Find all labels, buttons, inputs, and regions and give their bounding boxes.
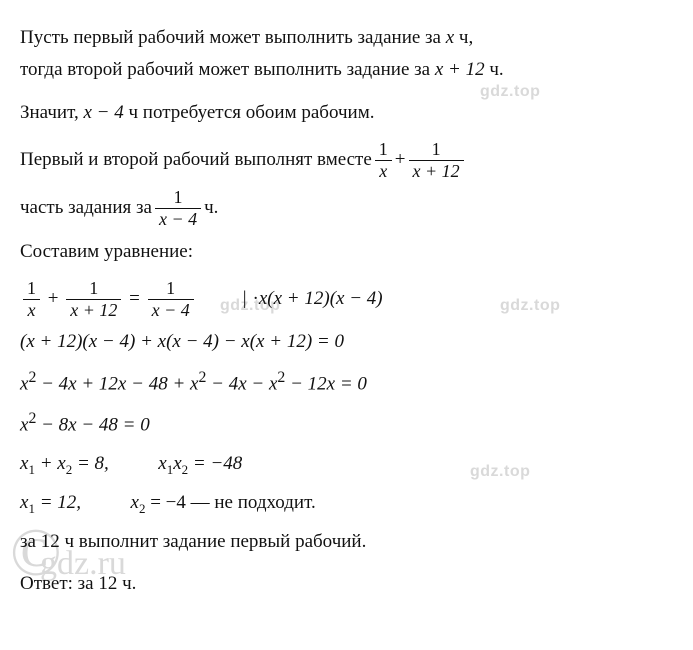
fraction: 1 x − 4 [148, 278, 194, 320]
paragraph-1: Пусть первый рабочий может выполнить зад… [20, 22, 673, 87]
answer: Ответ: за 12 ч. [20, 568, 673, 600]
x1: x [158, 453, 166, 474]
text: ч, [454, 27, 473, 48]
equals-neg48: = −48 [188, 453, 242, 474]
term: − 4x − x [206, 373, 277, 394]
roots-line: x1 = 12, x2 = −4 — не подходит. [20, 487, 673, 520]
text: Ответ: за 12 ч. [20, 573, 136, 594]
fraction-1-over-xp12: 1 x + 12 [409, 139, 464, 181]
text: ч. [204, 192, 218, 224]
equals-8: = 8, [72, 453, 109, 474]
paragraph-2: Значит, x − 4 ч потребуется обоим рабочи… [20, 97, 673, 129]
term: − 12x = 0 [285, 373, 367, 394]
text: за 12 ч выполнит задание первый рабочий. [20, 531, 366, 552]
equation-4: x2 − 8x − 48 = 0 [20, 406, 673, 442]
paragraph-4: часть задания за 1 x − 4 ч. [20, 187, 673, 229]
paragraph-3: Первый и второй рабочий выполнят вместе … [20, 139, 673, 181]
equals-sign: = [124, 283, 144, 315]
text: Первый и второй рабочий выполнят вместе [20, 144, 372, 176]
equals-neg4: = −4 — не подходит. [145, 492, 315, 513]
pipe-divider: | [243, 283, 247, 315]
text: ч потребуется обоим рабочим. [124, 102, 375, 123]
term: − 4x + 12x − 48 + x [36, 373, 198, 394]
mult-expr: x(x + 12)(x − 4) [259, 283, 383, 315]
numerator: 1 [148, 278, 194, 300]
numerator: 1 [23, 278, 40, 300]
fraction: 1 x [23, 278, 40, 320]
fraction: 1 x + 12 [66, 278, 121, 320]
denominator: x + 12 [409, 161, 464, 182]
denominator: x − 4 [148, 300, 194, 321]
text: Составим уравнение: [20, 241, 193, 262]
vieta-line: x1 + x2 = 8, x1x2 = −48 [20, 448, 673, 481]
denominator: x [375, 161, 392, 182]
var-x: x [446, 27, 454, 48]
equation-1: 1 x + 1 x + 12 = 1 x − 4 | · x(x + 12)(x… [20, 278, 673, 320]
paragraph-5: Составим уравнение: [20, 236, 673, 268]
denominator: x [23, 300, 40, 321]
plus-sign: + [43, 283, 63, 315]
text: Значит, [20, 102, 83, 123]
conclusion: за 12 ч выполнит задание первый рабочий. [20, 526, 673, 558]
equation-3: x2 − 4x + 12x − 48 + x2 − 4x − x2 − 12x … [20, 365, 673, 401]
numerator: 1 [409, 139, 464, 161]
expanded-expr: (x + 12)(x − 4) + x(x − 4) − x(x + 12) =… [20, 331, 344, 352]
fraction-1-over-x: 1 x [375, 139, 392, 181]
equals-12: = 12, [35, 492, 81, 513]
text: тогда второй рабочий может выполнить зад… [20, 59, 435, 80]
fraction-1-over-xm4: 1 x − 4 [155, 187, 201, 229]
x2: x [131, 492, 139, 513]
text: Пусть первый рабочий может выполнить зад… [20, 27, 446, 48]
text: часть задания за [20, 192, 152, 224]
plus-sign: + [395, 144, 406, 176]
term: − 8x − 48 = 0 [36, 415, 149, 436]
plus-x2: + x [35, 453, 66, 474]
document-body: Пусть первый рабочий может выполнить зад… [20, 22, 673, 600]
denominator: x − 4 [155, 209, 201, 230]
expr-xm4: x − 4 [83, 102, 123, 123]
denominator: x + 12 [66, 300, 121, 321]
x2: x [173, 453, 181, 474]
numerator: 1 [66, 278, 121, 300]
equation-2: (x + 12)(x − 4) + x(x − 4) − x(x + 12) =… [20, 326, 673, 358]
numerator: 1 [375, 139, 392, 161]
numerator: 1 [155, 187, 201, 209]
expr-xp12: x + 12 [435, 59, 485, 80]
text: ч. [485, 59, 504, 80]
